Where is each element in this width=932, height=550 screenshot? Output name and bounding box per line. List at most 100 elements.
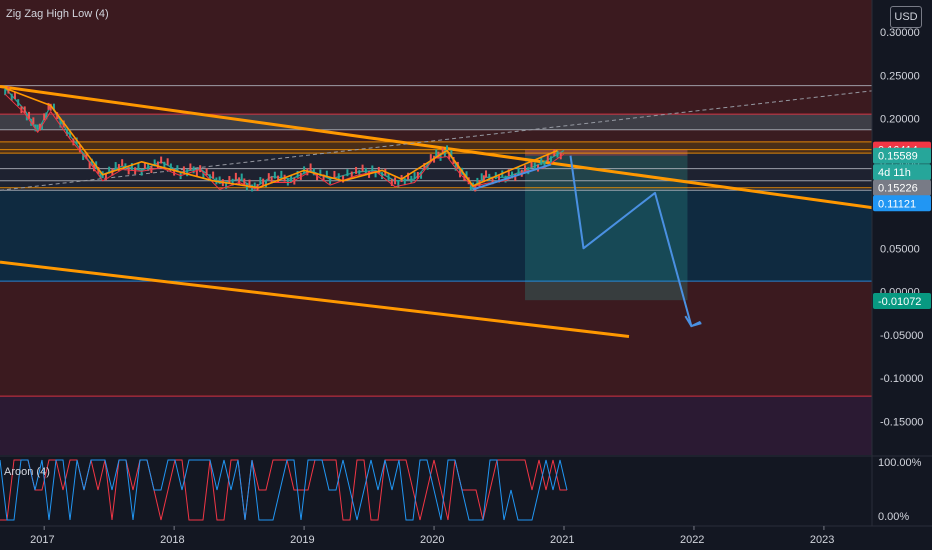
candle: [192, 166, 195, 174]
candle: [143, 162, 146, 169]
y-tick-label: -0.05000: [880, 330, 923, 342]
candle: [163, 161, 166, 169]
candle: [358, 170, 361, 178]
position-profit-zone: [525, 149, 688, 301]
candle: [498, 175, 501, 183]
candle: [325, 170, 328, 178]
y-tick-label: -0.15000: [880, 416, 923, 428]
candle: [333, 170, 336, 178]
candle: [361, 164, 364, 172]
candle: [108, 166, 111, 174]
candle: [85, 152, 88, 160]
candle: [280, 170, 283, 178]
zone-7: [0, 396, 872, 455]
candle: [65, 129, 68, 136]
candle: [99, 172, 102, 180]
oscillator-title[interactable]: Aroon (4): [4, 466, 50, 478]
trendline-2: [0, 90, 873, 191]
x-tick-label: 2018: [160, 534, 184, 546]
zone-1: [0, 114, 872, 130]
candle: [28, 111, 31, 119]
candle: [416, 171, 419, 179]
candle: [218, 176, 221, 184]
candle: [410, 175, 413, 183]
candle: [36, 124, 39, 132]
oscillator-pane: [0, 456, 932, 526]
candle: [371, 165, 374, 173]
candle: [488, 173, 491, 181]
candle: [322, 174, 325, 182]
candle: [238, 177, 241, 185]
candle: [43, 113, 46, 121]
candle: [540, 158, 543, 165]
candle: [390, 179, 393, 186]
price-label-bg: [873, 179, 931, 196]
candle: [342, 175, 345, 183]
candle: [413, 172, 416, 180]
candle: [259, 177, 262, 184]
price-label-bg: [873, 164, 931, 181]
candle: [10, 93, 13, 101]
candle: [72, 138, 75, 146]
y-tick-label: 0.20000: [880, 114, 920, 126]
candle: [435, 149, 438, 157]
candle: [82, 153, 85, 161]
price-label-bg: [873, 147, 931, 164]
candle: [454, 163, 457, 171]
candle: [270, 176, 273, 184]
candle: [199, 165, 202, 173]
candle: [212, 171, 215, 179]
candle: [377, 166, 380, 174]
candle: [441, 147, 444, 155]
candle: [550, 156, 553, 164]
candle: [56, 112, 59, 120]
candle: [264, 180, 267, 188]
candle: [4, 88, 7, 96]
candle: [277, 175, 280, 183]
candle: [186, 169, 189, 177]
candle: [346, 169, 349, 177]
candle: [228, 176, 231, 183]
candle: [491, 177, 494, 185]
candle: [13, 92, 16, 100]
candle: [476, 177, 479, 185]
candle: [556, 150, 559, 158]
candle: [195, 169, 198, 177]
candle: [59, 120, 62, 128]
x-tick-label: 2020: [420, 534, 444, 546]
candle: [243, 178, 246, 186]
candle: [465, 171, 468, 179]
candle: [208, 174, 211, 182]
indicator-title[interactable]: Zig Zag High Low (4): [6, 8, 109, 20]
candle: [511, 171, 514, 179]
candle: [364, 167, 367, 175]
candle: [309, 163, 312, 171]
zone-5: [0, 190, 872, 282]
candle: [429, 154, 432, 162]
candle: [450, 150, 453, 158]
candle: [533, 162, 536, 170]
currency-button[interactable]: USD: [890, 6, 922, 28]
y-tick-label: 0.30000: [880, 27, 920, 39]
oscillator-tick: 100.00%: [878, 457, 922, 469]
candle: [169, 163, 172, 171]
candle: [448, 152, 451, 160]
candle: [32, 117, 35, 125]
y-tick-label: 0.05000: [880, 243, 920, 255]
candle: [225, 181, 228, 189]
candle: [403, 178, 406, 186]
candle: [423, 163, 426, 170]
x-tick-label: 2021: [550, 534, 574, 546]
candle: [296, 170, 299, 178]
candle: [381, 172, 384, 180]
candle: [52, 103, 55, 111]
candle: [446, 145, 449, 153]
candle: [329, 177, 332, 185]
candle: [147, 164, 150, 171]
candle: [156, 161, 159, 169]
candle: [114, 162, 117, 169]
candle: [546, 154, 549, 162]
y-tick-label: -0.10000: [880, 373, 923, 385]
candle: [514, 173, 517, 181]
